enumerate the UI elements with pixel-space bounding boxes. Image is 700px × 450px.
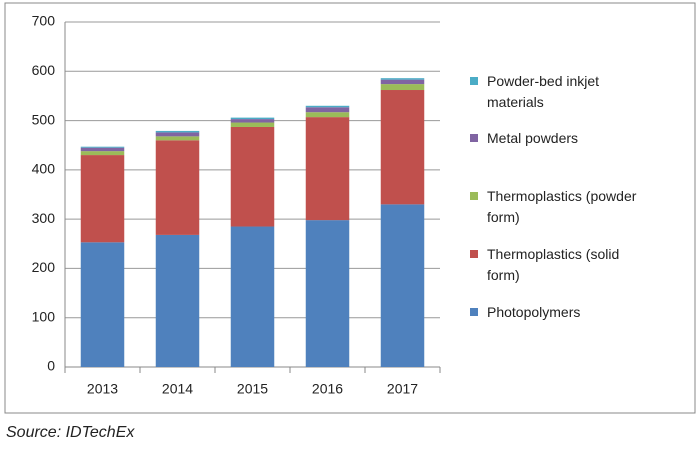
y-tick-label: 100	[32, 308, 56, 324]
legend-label: Metal powders	[487, 130, 579, 146]
bar-segment	[305, 105, 350, 108]
bar-segment	[155, 136, 200, 141]
bar-segment	[380, 84, 425, 91]
bar-segment	[380, 79, 425, 85]
legend-swatch	[470, 192, 478, 200]
chart-border	[4, 2, 696, 414]
legend-label: Photopolymers	[487, 304, 581, 320]
bar-segment	[155, 132, 200, 137]
y-tick-label: 200	[32, 259, 56, 275]
bar-segment	[155, 234, 200, 367]
bar-segment	[155, 130, 200, 133]
legend-swatch	[470, 250, 478, 258]
bar-segment	[155, 140, 200, 235]
legend-label: Thermoplastics (powder form)	[487, 188, 637, 225]
legend-item: Powder-bed inkjet materials	[470, 71, 655, 113]
y-tick-label: 300	[32, 210, 56, 226]
legend-swatch	[470, 134, 478, 142]
legend-item: Photopolymers	[470, 302, 655, 323]
legend-swatch	[470, 308, 478, 316]
y-tick-label: 600	[32, 62, 56, 78]
source: Source: IDTechEx	[6, 424, 135, 441]
bar-segment	[305, 107, 350, 113]
bar-segment	[230, 126, 275, 227]
y-tick-label: 400	[32, 161, 56, 177]
bar-segment	[305, 220, 350, 367]
x-tick-label: 2016	[312, 381, 343, 397]
bar-segment	[380, 204, 425, 367]
legend-item: Metal powders	[470, 128, 655, 149]
bar-segment	[80, 155, 125, 243]
x-tick-label: 2013	[87, 381, 118, 397]
bar-segment	[305, 117, 350, 221]
x-tick-label: 2015	[237, 381, 268, 397]
y-tick-label: 0	[47, 358, 55, 374]
legend-swatch	[470, 77, 478, 85]
bar-segment	[230, 119, 275, 123]
y-tick-label: 500	[32, 111, 56, 127]
bar-segment	[80, 146, 125, 148]
y-tick-label: 700	[32, 13, 56, 29]
bar-segment	[380, 90, 425, 205]
bar-segment	[230, 226, 275, 367]
bar-segment	[230, 117, 275, 120]
legend-label: Thermoplastics (solid form)	[487, 246, 620, 283]
legend-item: Thermoplastics (solid form)	[470, 244, 655, 286]
bar-segment	[80, 147, 125, 152]
bar-segment	[380, 78, 425, 80]
legend-item: Thermoplastics (powder form)	[470, 186, 655, 228]
bar-segment	[80, 151, 125, 156]
bar-segment	[305, 112, 350, 118]
bar-segment	[230, 122, 275, 127]
x-tick-label: 2014	[162, 381, 193, 397]
legend-label: Powder-bed inkjet materials	[487, 73, 600, 110]
x-tick-label: 2017	[387, 381, 418, 397]
bar-segment	[80, 242, 125, 367]
